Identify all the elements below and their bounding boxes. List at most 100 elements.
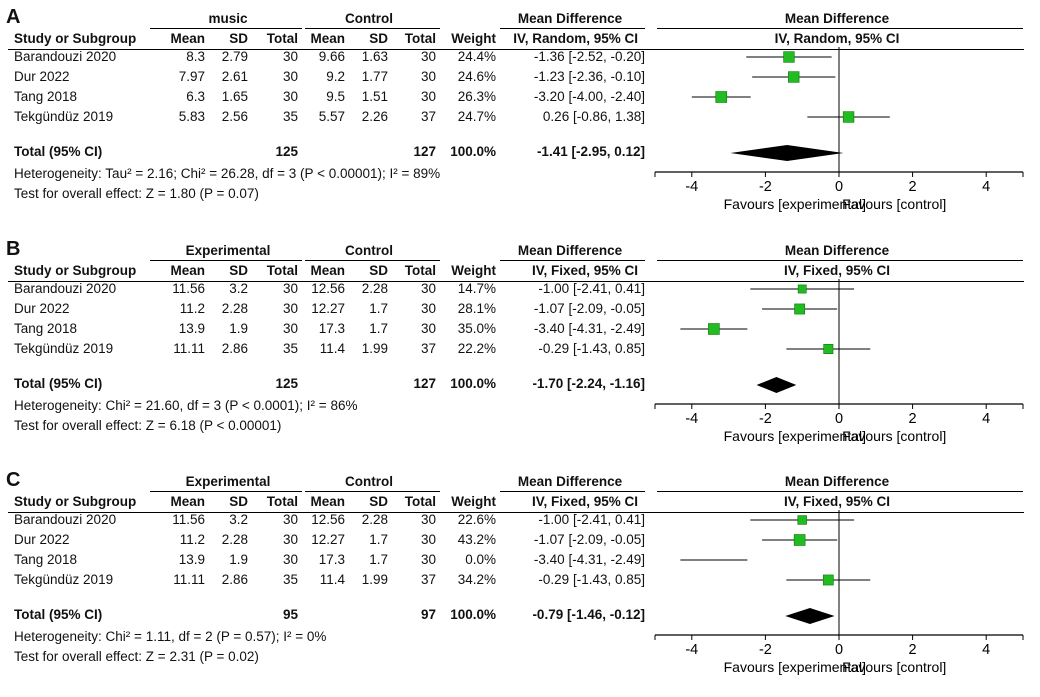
effect-marker bbox=[823, 344, 834, 354]
sd2-value: 1.7 bbox=[369, 301, 388, 316]
md-underline bbox=[500, 28, 645, 30]
heterogeneity-text: Heterogeneity: Chi² = 1.11, df = 2 (P = … bbox=[14, 629, 327, 644]
total1-value: 30 bbox=[282, 301, 298, 316]
ci-value: -1.00 [-2.41, 0.41] bbox=[538, 281, 645, 296]
ci-value: -0.29 [-1.43, 0.85] bbox=[538, 572, 645, 587]
col-study-header: Study or Subgroup bbox=[14, 263, 137, 278]
weight-value: 22.6% bbox=[457, 512, 496, 527]
sd2-value: 1.7 bbox=[369, 532, 388, 547]
x-tick-label: -2 bbox=[759, 411, 772, 427]
sd1-value: 2.61 bbox=[221, 69, 248, 84]
study-name: Barandouzi 2020 bbox=[14, 512, 117, 527]
ci-value: -1.23 [-2.36, -0.10] bbox=[533, 69, 645, 84]
header-rule-bottom bbox=[8, 512, 1024, 514]
effect-marker bbox=[783, 51, 795, 63]
heterogeneity-text: Heterogeneity: Tau² = 2.16; Chi² = 26.28… bbox=[14, 166, 441, 181]
col-mean2-header: Mean bbox=[310, 31, 345, 46]
md-underline bbox=[500, 491, 645, 493]
total1-value: 30 bbox=[282, 532, 298, 547]
group1-header: Experimental bbox=[185, 243, 271, 258]
md-underline bbox=[500, 260, 645, 262]
plot-header: Mean Difference bbox=[784, 11, 890, 26]
mean2-value: 11.4 bbox=[319, 341, 345, 356]
panel-letter: B bbox=[6, 238, 21, 260]
sd2-value: 1.99 bbox=[361, 572, 388, 587]
sd2-value: 2.28 bbox=[361, 512, 388, 527]
total-weight: 100.0% bbox=[450, 376, 496, 391]
mean2-value: 9.66 bbox=[318, 49, 345, 64]
sd1-value: 2.86 bbox=[221, 572, 248, 587]
sd2-value: 1.51 bbox=[361, 89, 388, 104]
total1-value: 30 bbox=[282, 552, 298, 567]
plot-method-header: IV, Fixed, 95% CI bbox=[783, 494, 891, 509]
col-study-header: Study or Subgroup bbox=[14, 494, 137, 509]
forest-panel-b: B Experimental Control Mean Difference Mean … bbox=[0, 232, 1040, 464]
x-tick-label: 0 bbox=[835, 411, 843, 427]
plot-method-header: IV, Fixed, 95% CI bbox=[783, 263, 891, 278]
mean1-value: 13.9 bbox=[178, 552, 205, 567]
group2-header: Control bbox=[345, 474, 393, 489]
study-name: Barandouzi 2020 bbox=[14, 49, 117, 64]
mean1-value: 11.2 bbox=[179, 532, 205, 547]
col-weight-header: Weight bbox=[451, 263, 496, 278]
sd2-value: 1.7 bbox=[369, 321, 388, 336]
col-sd2-header: SD bbox=[369, 494, 388, 509]
sd2-value: 1.99 bbox=[361, 341, 388, 356]
sd2-value: 1.7 bbox=[369, 552, 388, 567]
mean1-value: 5.83 bbox=[178, 109, 205, 124]
weight-value: 26.3% bbox=[457, 89, 496, 104]
total1-value: 30 bbox=[282, 321, 298, 336]
md-header: Mean Difference bbox=[517, 11, 623, 26]
mean1-value: 8.3 bbox=[186, 49, 205, 64]
sd1-value: 3.2 bbox=[229, 512, 248, 527]
ci-value: -1.07 [-2.09, -0.05] bbox=[533, 532, 645, 547]
mean1-value: 13.9 bbox=[178, 321, 205, 336]
col-method-header: IV, Random, 95% CI bbox=[513, 31, 638, 46]
plot-header-underline bbox=[657, 28, 1023, 30]
col-total1-header: Total bbox=[266, 31, 298, 46]
col-total1-header: Total bbox=[266, 494, 298, 509]
study-name: Tekgündüz 2019 bbox=[14, 341, 114, 356]
group1-header: music bbox=[208, 11, 248, 26]
study-name: Tang 2018 bbox=[14, 89, 78, 104]
total-n2: 97 bbox=[420, 607, 436, 622]
sd2-value: 2.26 bbox=[361, 109, 388, 124]
sd1-value: 1.9 bbox=[229, 321, 248, 336]
mean1-value: 11.56 bbox=[172, 512, 205, 527]
effect-marker bbox=[822, 574, 834, 586]
group1-header: Experimental bbox=[185, 474, 271, 489]
col-study-header: Study or Subgroup bbox=[14, 31, 137, 46]
mean2-value: 11.4 bbox=[319, 572, 345, 587]
mean1-value: 11.11 bbox=[173, 341, 205, 356]
effect-marker bbox=[793, 534, 806, 546]
effect-marker bbox=[794, 303, 806, 315]
panel-letter: C bbox=[6, 469, 21, 491]
study-name: Barandouzi 2020 bbox=[14, 281, 117, 296]
effect-marker bbox=[715, 91, 728, 103]
total2-value: 30 bbox=[420, 69, 436, 84]
col-sd1-header: SD bbox=[229, 263, 248, 278]
plot-header: Mean Difference bbox=[784, 474, 890, 489]
favours-right-label: Favours [control] bbox=[842, 428, 946, 444]
x-tick-label: -2 bbox=[759, 179, 772, 195]
group2-header: Control bbox=[345, 243, 393, 258]
mean2-value: 17.3 bbox=[318, 552, 345, 567]
overall-effect-text: Test for overall effect: Z = 1.80 (P = 0… bbox=[14, 186, 259, 201]
sd1-value: 2.56 bbox=[221, 109, 248, 124]
total2-value: 30 bbox=[420, 301, 436, 316]
group2-header: Control bbox=[345, 11, 393, 26]
sd2-value: 1.63 bbox=[361, 49, 388, 64]
total2-value: 37 bbox=[420, 572, 436, 587]
ci-value: 0.26 [-0.86, 1.38] bbox=[542, 109, 645, 124]
total-weight: 100.0% bbox=[450, 144, 496, 159]
mean2-value: 12.56 bbox=[311, 281, 345, 296]
ci-value: -1.07 [-2.09, -0.05] bbox=[533, 301, 645, 316]
md-header: Mean Difference bbox=[517, 243, 623, 258]
plot-header: Mean Difference bbox=[784, 243, 890, 258]
col-total2-header: Total bbox=[404, 31, 436, 46]
total2-value: 30 bbox=[420, 552, 436, 567]
study-name: Dur 2022 bbox=[14, 532, 70, 547]
col-sd1-header: SD bbox=[229, 31, 248, 46]
study-name: Dur 2022 bbox=[14, 301, 70, 316]
col-weight-header: Weight bbox=[451, 31, 496, 46]
